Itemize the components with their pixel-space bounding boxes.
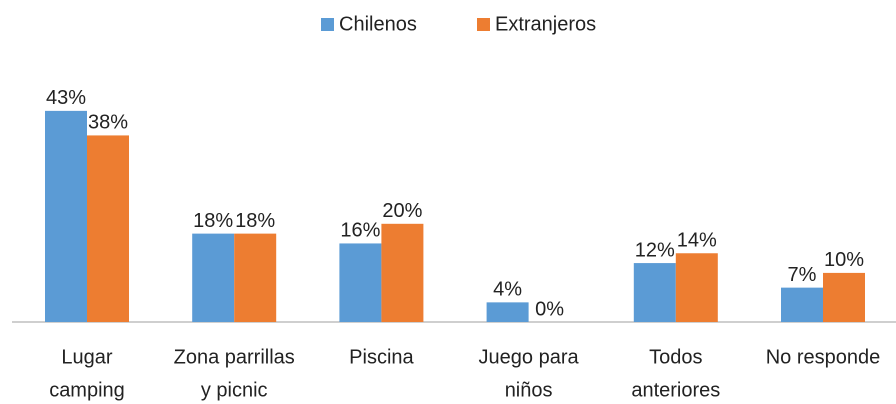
bar [381,223,424,322]
bar [192,233,235,322]
bar [781,287,823,322]
x-tick-label: y picnic [201,379,268,401]
bar [675,253,718,322]
x-tick-label: Piscina [349,346,414,368]
bar [45,110,87,323]
data-label: 0% [535,298,564,320]
legend-label: Chilenos [339,13,417,35]
x-tick-label: Todos [649,346,702,368]
data-label: 7% [788,264,817,286]
data-label: 4% [493,279,522,301]
data-label: 38% [88,112,128,134]
x-tick-label: camping [49,379,125,401]
x-tick-label: niños [505,379,553,401]
data-label: 43% [46,87,86,109]
data-label: 12% [635,239,675,261]
legend-label: Extranjeros [495,13,596,35]
bar [486,302,529,322]
data-label: 20% [382,200,422,222]
bar [87,135,129,322]
data-label: 18% [235,210,275,232]
data-label: 10% [824,249,864,271]
data-label: 14% [677,230,717,252]
bar [633,263,676,322]
data-label: 16% [340,220,380,242]
legend-swatch [321,18,334,31]
data-label: 18% [193,210,233,232]
x-tick-label: Zona parrillas [174,346,295,368]
x-tick-label: Juego para [479,346,580,368]
x-tick-label: anteriores [631,379,720,401]
legend-swatch [477,18,490,31]
bar [823,272,865,322]
x-tick-label: No responde [766,346,881,368]
bar [339,243,382,322]
bar [234,233,277,322]
x-tick-label: Lugar [61,346,112,368]
